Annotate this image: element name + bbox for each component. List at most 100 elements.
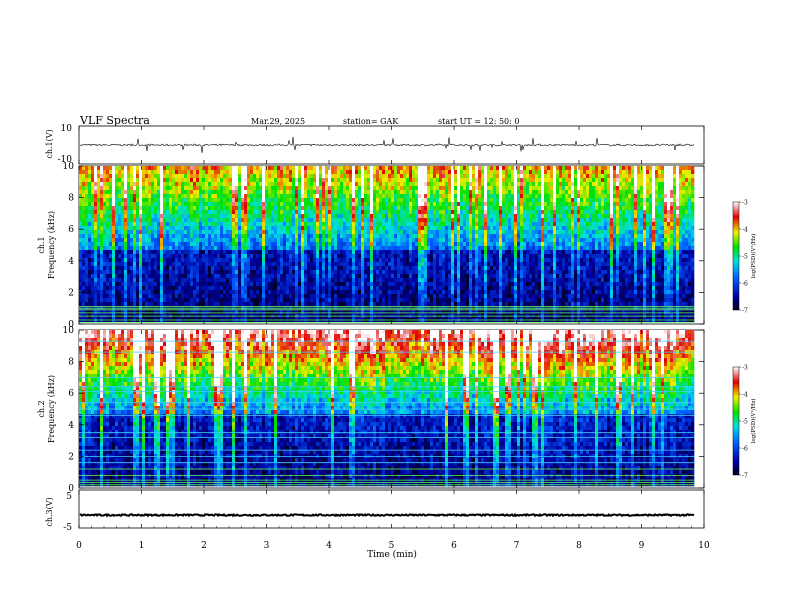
- spectrogram-cell: [118, 274, 122, 279]
- spectrogram-cell: [334, 310, 338, 315]
- spectrogram-cell: [274, 278, 278, 283]
- spectrogram-cell: [202, 198, 206, 203]
- spectrogram-cell: [316, 198, 320, 203]
- spectrogram-cell: [424, 230, 428, 235]
- spectrogram-cell: [145, 290, 149, 295]
- spectrogram-cell: [349, 282, 353, 287]
- spectrogram-cell: [274, 254, 278, 259]
- spectrogram-cell: [388, 254, 392, 259]
- spectrogram-cell: [412, 250, 416, 255]
- spectrogram-cell: [388, 186, 392, 191]
- spectrogram-cell: [448, 250, 452, 255]
- spectrogram-cell: [412, 166, 416, 171]
- spectrogram-cell: [415, 310, 419, 315]
- spectrogram-cell: [247, 182, 251, 187]
- spectrogram-cell: [385, 198, 389, 203]
- spectrogram-cell: [343, 190, 347, 195]
- spectrogram-cell: [148, 198, 152, 203]
- spectrogram-cell: [403, 262, 407, 267]
- spectrogram-cell: [460, 218, 464, 223]
- spectrogram-cell: [199, 186, 203, 191]
- spectrogram-cell: [454, 174, 458, 179]
- spectrogram-cell: [424, 266, 428, 271]
- spectrogram-cell: [160, 230, 164, 235]
- spectrogram-cell: [373, 186, 377, 191]
- spectrogram-cell: [310, 298, 314, 303]
- spectrogram-cell: [97, 234, 101, 239]
- spectrogram-cell: [319, 278, 323, 283]
- spectrogram-cell: [229, 222, 233, 227]
- spectrogram-cell: [109, 222, 113, 227]
- spectrogram-cell: [457, 282, 461, 287]
- spectrogram-cell: [358, 298, 362, 303]
- spectrogram-cell: [337, 218, 341, 223]
- spectrogram-cell: [415, 230, 419, 235]
- spectrogram-cell: [193, 242, 197, 247]
- spectrogram-cell: [208, 206, 212, 211]
- spectrogram-cell: [262, 186, 266, 191]
- spectrogram-cell: [172, 206, 176, 211]
- spectrogram-cell: [445, 230, 449, 235]
- spectrogram-cell: [223, 262, 227, 267]
- spectrogram-cell: [247, 222, 251, 227]
- spectrogram-cell: [427, 274, 431, 279]
- spectrogram-cell: [223, 250, 227, 255]
- spectrogram-cell: [79, 214, 83, 219]
- spectrogram-cell: [238, 182, 242, 187]
- spectrogram-cell: [202, 310, 206, 315]
- spectrogram-cell: [106, 298, 110, 303]
- spectrogram-cell: [334, 250, 338, 255]
- spectrogram-cell: [400, 246, 404, 251]
- spectrogram-cell: [151, 210, 155, 215]
- spectrogram-cell: [157, 290, 161, 295]
- spectrogram-cell: [283, 218, 287, 223]
- spectrogram-cell: [397, 210, 401, 215]
- spectrogram-cell: [349, 170, 353, 175]
- spectrogram-cell: [169, 230, 173, 235]
- spectrogram-cell: [412, 302, 416, 307]
- spectrogram-cell: [154, 210, 158, 215]
- spectrogram-cell: [196, 214, 200, 219]
- spectrogram-cell: [136, 242, 140, 247]
- spectrogram-cell: [199, 238, 203, 243]
- spectrogram-cell: [154, 190, 158, 195]
- spectrogram-cell: [367, 250, 371, 255]
- spectrogram-cell: [394, 266, 398, 271]
- spectrogram-cell: [199, 278, 203, 283]
- spectrogram-cell: [136, 166, 140, 171]
- spectrogram-cell: [367, 222, 371, 227]
- spectrogram-cell: [322, 258, 326, 263]
- spectrogram-cell: [340, 246, 344, 251]
- spectrogram-cell: [103, 266, 107, 271]
- spectrogram-cell: [136, 202, 140, 207]
- spectrogram-cell: [220, 242, 224, 247]
- spectrogram-cell: [157, 198, 161, 203]
- spectrogram-cell: [460, 182, 464, 187]
- spectrogram-cell: [265, 282, 269, 287]
- spectrogram-cell: [160, 262, 164, 267]
- spectrogram-cell: [166, 230, 170, 235]
- spectrogram-cell: [247, 246, 251, 251]
- spectrogram-cell: [130, 310, 134, 315]
- spectrogram-cell: [103, 262, 107, 267]
- spectrogram-cell: [166, 254, 170, 259]
- spectrogram-cell: [340, 190, 344, 195]
- spectrogram-cell: [79, 282, 83, 287]
- spectrogram-cell: [433, 198, 437, 203]
- spectrogram-cell: [175, 170, 179, 175]
- spectrogram-cell: [220, 190, 224, 195]
- spectrogram-cell: [388, 290, 392, 295]
- spectrogram-cell: [91, 166, 95, 171]
- spectrogram-cell: [298, 282, 302, 287]
- spectrogram-cell: [94, 214, 98, 219]
- spectrogram-cell: [268, 206, 272, 211]
- spectrogram-cell: [382, 166, 386, 171]
- spectrogram-cell: [298, 202, 302, 207]
- spectrogram-cell: [181, 194, 185, 199]
- spectrogram-cell: [106, 302, 110, 307]
- spectrogram-cell: [295, 246, 299, 251]
- spectrogram-cell: [115, 198, 119, 203]
- spectrogram-cell: [436, 294, 440, 299]
- spectrogram-cell: [139, 310, 143, 315]
- spectrogram-cell: [214, 310, 218, 315]
